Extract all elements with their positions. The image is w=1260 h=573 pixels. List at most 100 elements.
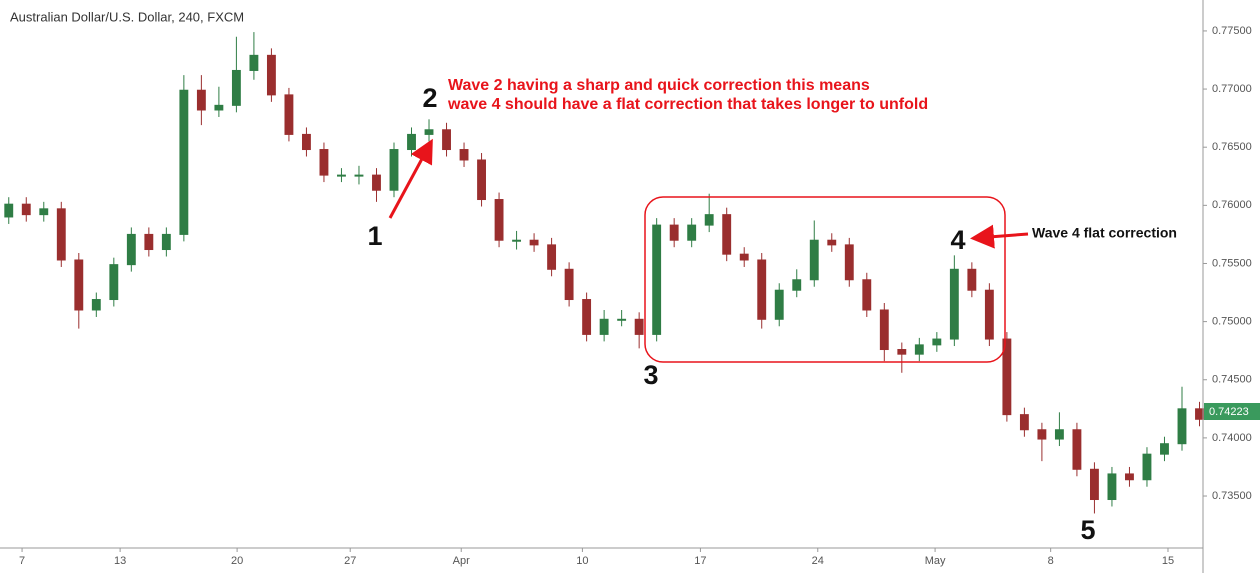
candle-body	[984, 289, 994, 340]
x-tick-label: 27	[344, 555, 356, 567]
wave-label: 3	[643, 360, 658, 390]
candle-body	[196, 89, 206, 111]
candle-body	[424, 129, 434, 135]
candle-body	[512, 239, 522, 242]
candle-body	[739, 253, 749, 261]
y-tick-label: 0.75000	[1212, 316, 1252, 328]
candle-body	[372, 174, 381, 191]
candle-body	[599, 318, 609, 335]
x-tick-label: Apr	[453, 555, 470, 567]
candle-body	[1089, 468, 1099, 501]
candle-body	[249, 54, 259, 71]
candle-body	[879, 309, 889, 351]
candle-body	[722, 214, 732, 255]
candle-body	[56, 208, 66, 261]
candle-body	[949, 268, 959, 340]
candle-body	[319, 149, 329, 176]
wave-label: 2	[422, 83, 437, 113]
x-tick-label: 8	[1048, 555, 1054, 567]
candle-body	[582, 299, 592, 335]
candle-body	[442, 129, 451, 151]
candle-body	[266, 54, 276, 96]
candle-body	[4, 203, 14, 218]
candle-body	[1037, 429, 1047, 440]
candle-body	[844, 244, 854, 281]
candle-body	[652, 224, 662, 335]
candle-body	[494, 199, 504, 241]
wave-label: 1	[367, 221, 382, 251]
candle-body	[914, 344, 924, 355]
x-tick-label: 24	[812, 555, 824, 567]
candle-body	[144, 233, 154, 251]
x-tick-label: 7	[19, 555, 25, 567]
y-tick-label: 0.77000	[1212, 83, 1252, 95]
x-tick-label: May	[925, 555, 946, 567]
candle-body	[547, 244, 557, 270]
candle-body	[1177, 408, 1187, 445]
candle-body	[126, 233, 136, 266]
candle-body	[1195, 408, 1204, 420]
annotation: Wave 4 flat correction	[1032, 225, 1177, 241]
candle-body	[1125, 473, 1134, 481]
arrow	[970, 224, 1029, 249]
candle-body	[389, 149, 399, 191]
candle-body	[214, 104, 224, 111]
last-price-label: 0.74223	[1209, 406, 1249, 418]
annotation: Wave 2 having a sharp and quick correcti…	[448, 77, 870, 94]
y-tick-label: 0.77500	[1212, 25, 1252, 37]
candle-body	[704, 214, 714, 226]
candle-body	[687, 224, 697, 241]
candle-body	[284, 94, 294, 135]
candle-body	[407, 133, 416, 151]
candle-body	[179, 89, 189, 235]
candle-body	[231, 69, 241, 106]
candle-body	[757, 259, 767, 320]
candle-body	[617, 318, 627, 321]
candle-body	[932, 338, 942, 346]
y-tick-label: 0.76500	[1212, 141, 1252, 153]
arrow	[388, 138, 433, 219]
candle-body	[669, 224, 679, 241]
last-price-box	[1204, 403, 1260, 420]
candle-body	[897, 349, 907, 355]
x-tick-label: 13	[114, 555, 126, 567]
candle-body	[1107, 473, 1117, 501]
y-tick-label: 0.75500	[1212, 257, 1252, 269]
candle-body	[564, 268, 574, 301]
y-tick-label: 0.74000	[1212, 432, 1252, 444]
candle-body	[91, 299, 101, 311]
candle-body	[792, 279, 802, 291]
annotation: wave 4 should have a flat correction tha…	[447, 96, 928, 113]
candle-body	[1072, 429, 1082, 470]
wave-label: 5	[1080, 515, 1095, 545]
candle-body	[1142, 453, 1152, 481]
candle-body	[967, 268, 977, 291]
candle-body	[354, 174, 364, 177]
candle-body	[1160, 443, 1169, 455]
chart-title: Australian Dollar/U.S. Dollar, 240, FXCM	[10, 9, 244, 24]
candle-body	[529, 239, 539, 246]
candle-body	[862, 279, 872, 311]
candle-body	[827, 239, 837, 246]
candle-body	[39, 208, 49, 216]
x-tick-label: 17	[694, 555, 706, 567]
candle-body	[774, 289, 784, 320]
candle-body	[477, 159, 486, 201]
y-tick-label: 0.74500	[1212, 374, 1252, 386]
y-tick-label: 0.73500	[1212, 490, 1252, 502]
candle-body	[634, 318, 644, 335]
y-tick-label: 0.76000	[1212, 199, 1252, 211]
candle-body	[302, 133, 311, 151]
candle-body	[809, 239, 819, 281]
candle-body	[1002, 338, 1012, 416]
candle-body	[337, 174, 346, 177]
x-tick-label: 15	[1162, 555, 1174, 567]
flat-correction-box	[644, 196, 1006, 363]
plot	[4, 32, 1204, 514]
candle-body	[459, 149, 469, 161]
x-tick-label: 10	[576, 555, 588, 567]
candle-body	[1054, 429, 1064, 440]
x-tick-label: 20	[231, 555, 243, 567]
